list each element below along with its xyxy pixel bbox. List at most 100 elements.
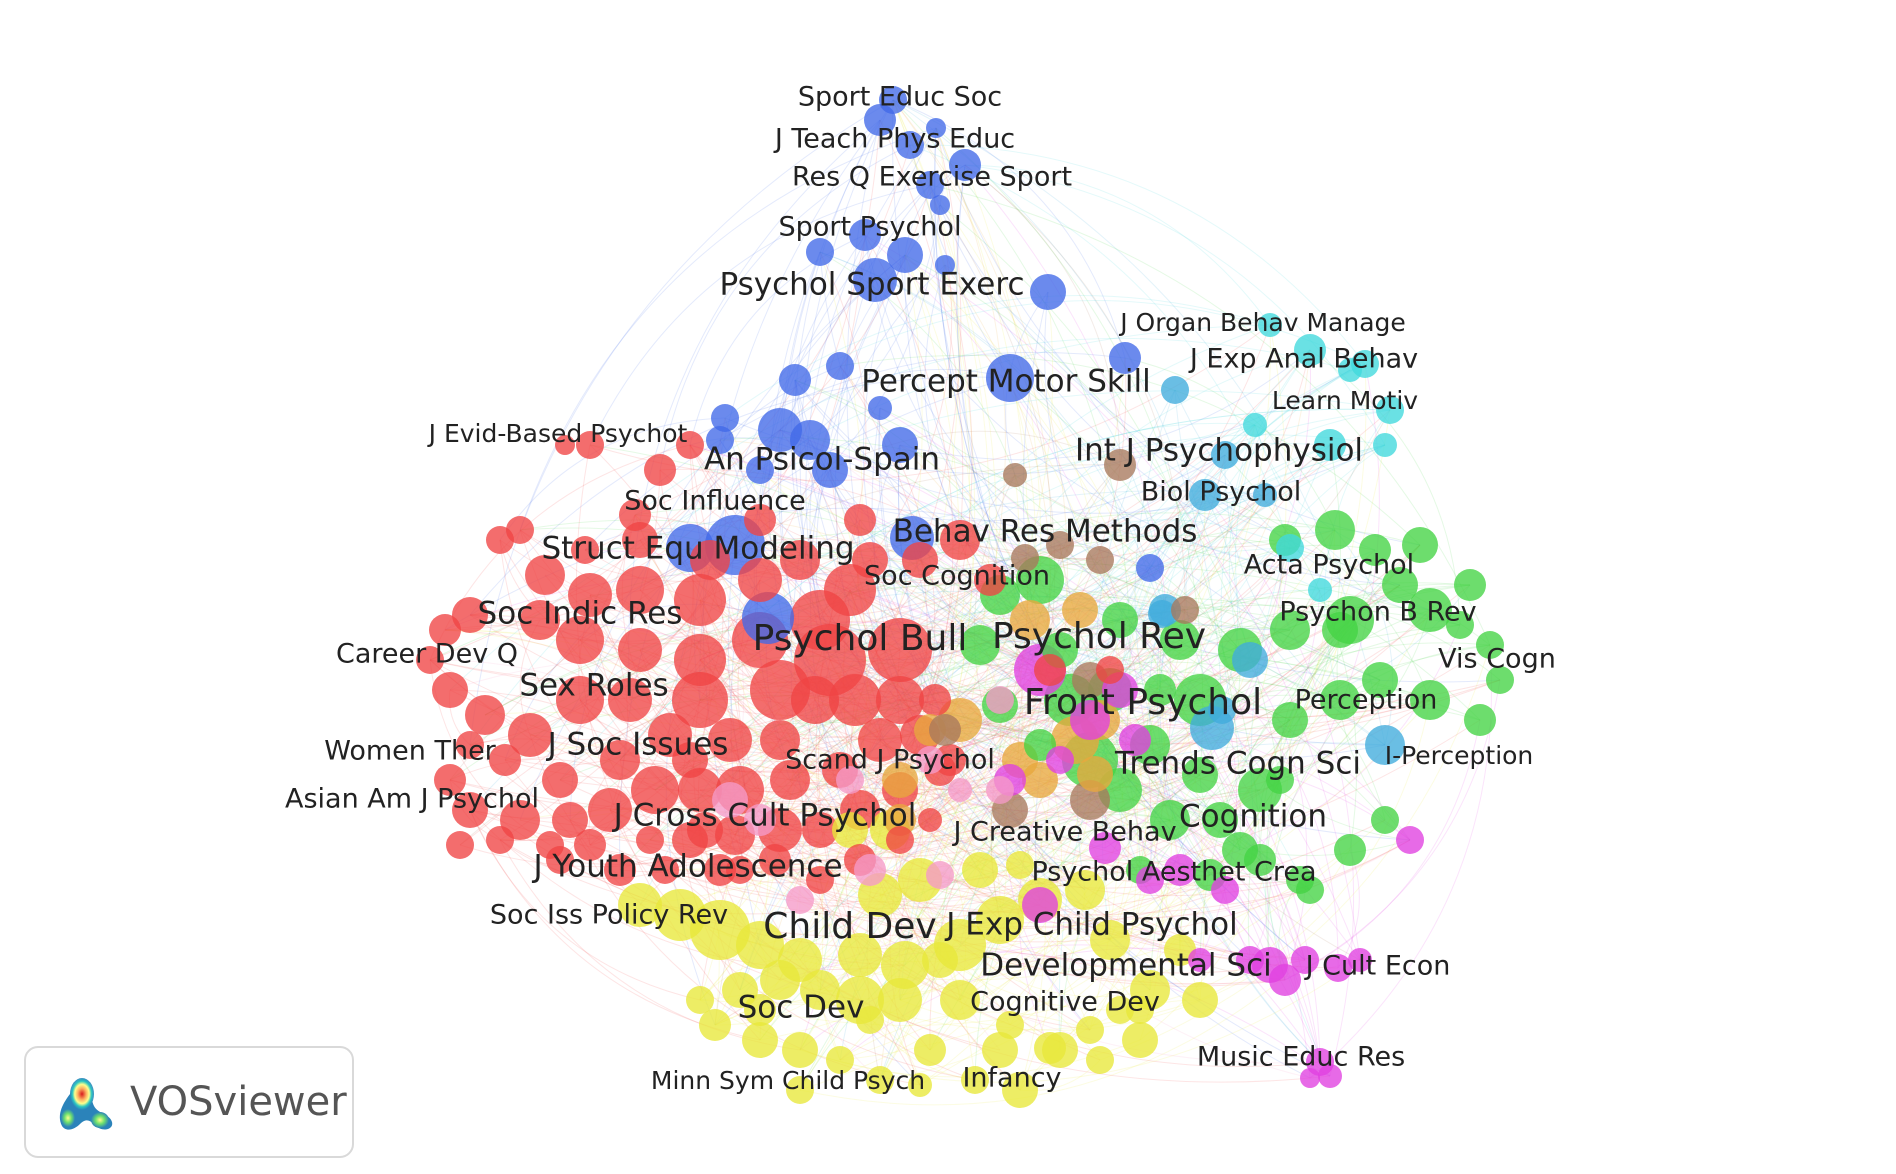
journal-node[interactable] xyxy=(678,768,722,812)
journal-node[interactable] xyxy=(1002,1072,1038,1108)
journal-node[interactable] xyxy=(429,614,461,646)
journal-label[interactable]: Soc Iss Policy Rev xyxy=(490,900,728,931)
journal-node[interactable] xyxy=(616,566,664,614)
journal-node[interactable] xyxy=(604,854,636,886)
journal-node[interactable] xyxy=(1171,596,1199,624)
journal-node[interactable] xyxy=(1334,834,1366,866)
journal-node[interactable] xyxy=(812,452,848,488)
journal-node[interactable] xyxy=(926,118,946,138)
journal-node[interactable] xyxy=(940,520,980,560)
journal-label[interactable]: Career Dev Q xyxy=(336,639,518,670)
journal-node[interactable] xyxy=(571,536,599,564)
journal-node[interactable] xyxy=(948,778,972,802)
journal-node[interactable] xyxy=(866,1066,894,1094)
journal-node[interactable] xyxy=(746,456,774,484)
journal-label[interactable]: Psychol Aesthet Crea xyxy=(1031,857,1316,888)
journal-node[interactable] xyxy=(922,942,958,978)
journal-node[interactable] xyxy=(949,149,981,181)
journal-node[interactable] xyxy=(452,792,488,828)
journal-node[interactable] xyxy=(1396,826,1424,854)
journal-node[interactable] xyxy=(1320,680,1360,720)
journal-node[interactable] xyxy=(1338,358,1362,382)
journal-label[interactable]: J Cult Econ xyxy=(1304,951,1451,982)
journal-node[interactable] xyxy=(876,676,924,724)
journal-node[interactable] xyxy=(500,800,540,840)
journal-node[interactable] xyxy=(760,720,800,760)
journal-node[interactable] xyxy=(1324,954,1352,982)
journal-node[interactable] xyxy=(829,674,881,726)
journal-node[interactable] xyxy=(902,542,938,578)
journal-label[interactable]: Behav Res Methods xyxy=(893,514,1198,550)
journal-node[interactable] xyxy=(1030,274,1066,310)
journal-node[interactable] xyxy=(960,625,1000,665)
journal-label[interactable]: Cognitive Dev xyxy=(970,987,1160,1018)
journal-label[interactable]: Psychol Rev xyxy=(992,616,1206,657)
journal-node[interactable] xyxy=(1236,946,1264,974)
journal-node[interactable] xyxy=(1090,920,1130,960)
journal-node[interactable] xyxy=(858,718,902,762)
journal-node[interactable] xyxy=(886,826,914,854)
journal-node[interactable] xyxy=(1269,964,1301,996)
journal-node[interactable] xyxy=(708,718,752,762)
journal-node[interactable] xyxy=(1296,876,1324,904)
journal-node[interactable] xyxy=(690,540,730,580)
journal-node[interactable] xyxy=(779,364,811,396)
journal-node[interactable] xyxy=(1126,996,1154,1024)
journal-node[interactable] xyxy=(672,742,708,778)
journal-node[interactable] xyxy=(935,255,955,275)
journal-node[interactable] xyxy=(744,804,776,836)
journal-node[interactable] xyxy=(1294,334,1326,366)
journal-node[interactable] xyxy=(1314,429,1346,461)
journal-node[interactable] xyxy=(687,812,723,848)
journal-node[interactable] xyxy=(508,713,552,757)
journal-node[interactable] xyxy=(1300,1068,1320,1088)
journal-node[interactable] xyxy=(1486,666,1514,694)
journal-node[interactable] xyxy=(556,616,604,664)
journal-node[interactable] xyxy=(770,760,810,800)
journal-node[interactable] xyxy=(974,564,1006,596)
journal-label[interactable]: Int J Psychophysiol xyxy=(1075,433,1363,469)
journal-node[interactable] xyxy=(882,427,918,463)
journal-node[interactable] xyxy=(556,676,604,724)
journal-node[interactable] xyxy=(1136,866,1164,894)
journal-node[interactable] xyxy=(1104,449,1136,481)
journal-node[interactable] xyxy=(742,1022,778,1058)
journal-node[interactable] xyxy=(884,804,916,836)
journal-node[interactable] xyxy=(1362,662,1398,698)
journal-node[interactable] xyxy=(986,776,1014,804)
journal-node[interactable] xyxy=(465,695,505,735)
journal-label[interactable]: Women Ther xyxy=(324,736,496,767)
journal-node[interactable] xyxy=(1382,567,1418,603)
journal-node[interactable] xyxy=(918,808,942,832)
journal-label[interactable]: Scand J Psychol xyxy=(785,745,995,776)
journal-node[interactable] xyxy=(651,856,679,884)
journal-label[interactable]: Sex Roles xyxy=(519,668,668,704)
journal-node[interactable] xyxy=(832,812,868,848)
journal-label[interactable]: Soc Indic Res xyxy=(478,596,683,632)
journal-node[interactable] xyxy=(919,684,951,716)
journal-node[interactable] xyxy=(986,686,1014,714)
journal-node[interactable] xyxy=(1365,725,1405,765)
journal-label[interactable]: Front Psychol xyxy=(1024,682,1262,723)
journal-node[interactable] xyxy=(1122,1022,1158,1058)
journal-node[interactable] xyxy=(824,564,876,616)
journal-node[interactable] xyxy=(934,744,966,776)
journal-node[interactable] xyxy=(434,764,466,796)
journal-node[interactable] xyxy=(432,672,468,708)
journal-label[interactable]: J Soc Issues xyxy=(546,727,729,763)
journal-node[interactable] xyxy=(588,788,632,832)
journal-node[interactable] xyxy=(836,766,864,794)
journal-label[interactable]: Cognition xyxy=(1179,799,1327,835)
journal-node[interactable] xyxy=(574,829,606,861)
journal-node[interactable] xyxy=(1189,479,1221,511)
journal-node[interactable] xyxy=(736,921,784,969)
journal-node[interactable] xyxy=(881,941,929,989)
journal-node[interactable] xyxy=(706,426,734,454)
journal-node[interactable] xyxy=(806,238,834,266)
journal-node[interactable] xyxy=(1070,700,1110,740)
journal-node[interactable] xyxy=(1315,510,1355,550)
journal-node[interactable] xyxy=(790,420,830,460)
journal-node[interactable] xyxy=(726,856,754,884)
journal-node[interactable] xyxy=(826,1046,854,1074)
